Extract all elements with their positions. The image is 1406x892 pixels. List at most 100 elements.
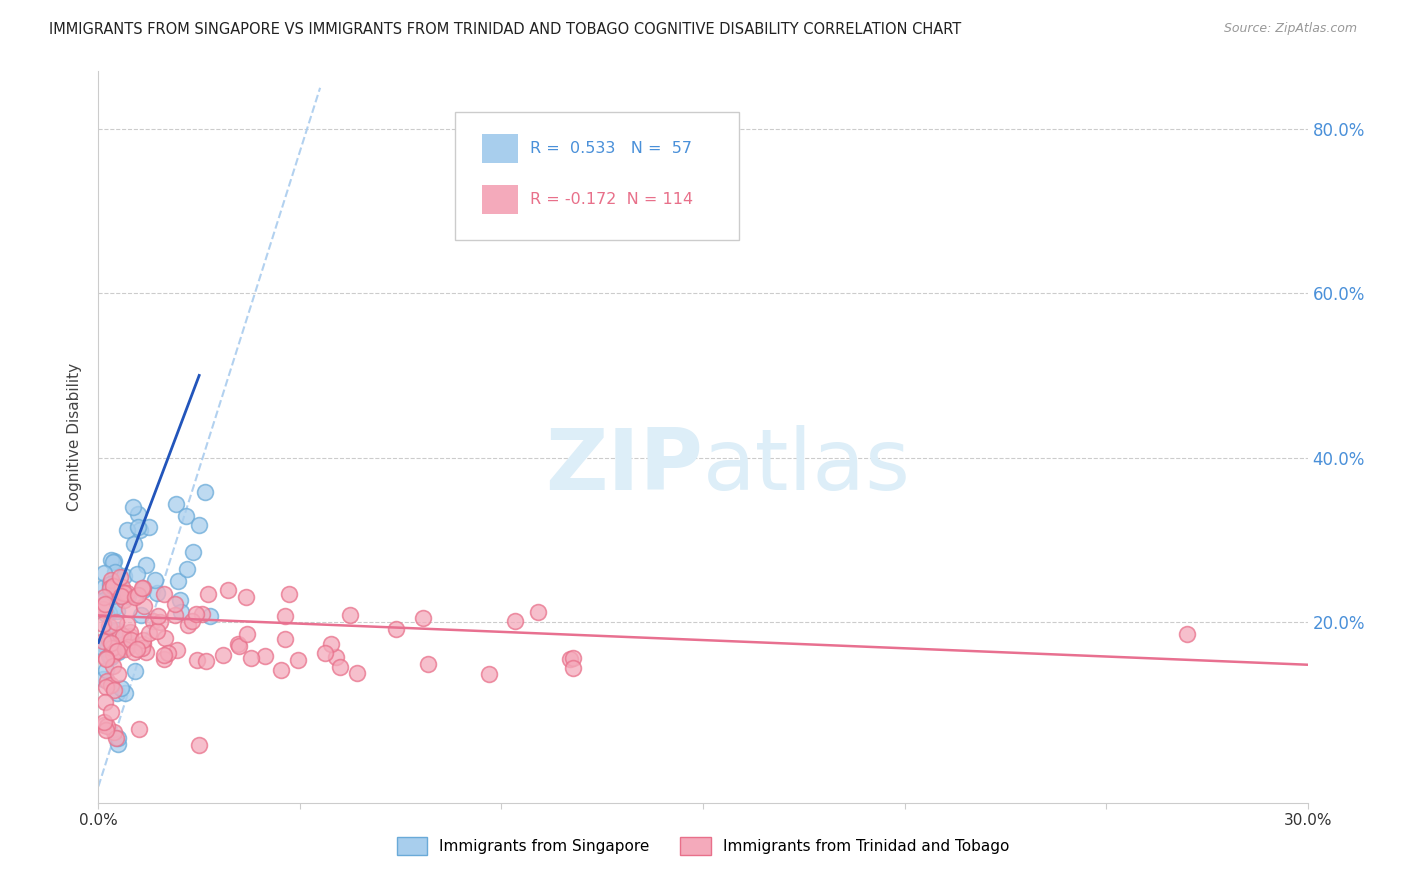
Point bbox=[107, 685, 129, 699]
Point bbox=[127, 642, 149, 657]
Point bbox=[107, 583, 129, 598]
Point bbox=[132, 583, 155, 598]
Point bbox=[93, 718, 115, 732]
Point bbox=[131, 581, 153, 595]
Point bbox=[93, 715, 115, 730]
Point bbox=[104, 566, 127, 580]
Point bbox=[148, 608, 170, 623]
Point bbox=[167, 574, 190, 588]
Point bbox=[112, 593, 135, 607]
Point bbox=[107, 731, 129, 746]
Point bbox=[91, 633, 114, 648]
Point bbox=[94, 695, 117, 709]
Point bbox=[91, 617, 114, 632]
Point bbox=[98, 577, 121, 591]
Point bbox=[181, 614, 204, 628]
Point bbox=[127, 567, 149, 582]
Point bbox=[118, 601, 141, 615]
Point bbox=[560, 652, 582, 666]
Point bbox=[217, 582, 239, 597]
Text: R = -0.172  N = 114: R = -0.172 N = 114 bbox=[530, 192, 693, 207]
Point bbox=[98, 648, 121, 663]
Point bbox=[128, 722, 150, 736]
Point bbox=[122, 537, 145, 551]
Point bbox=[236, 626, 259, 640]
Point bbox=[110, 681, 132, 695]
Point bbox=[110, 570, 132, 584]
Point bbox=[561, 650, 583, 665]
Point bbox=[115, 617, 138, 632]
Point bbox=[183, 544, 205, 558]
Point bbox=[105, 731, 128, 745]
Point bbox=[114, 642, 136, 657]
Point bbox=[97, 619, 120, 633]
Point bbox=[228, 637, 250, 651]
Point bbox=[100, 573, 122, 587]
Point bbox=[100, 553, 122, 567]
Point bbox=[270, 664, 292, 678]
Point bbox=[107, 738, 129, 752]
Point bbox=[120, 633, 142, 648]
Point bbox=[132, 632, 155, 647]
Point bbox=[107, 644, 129, 658]
Point bbox=[96, 673, 118, 688]
Point bbox=[100, 623, 122, 637]
Point bbox=[104, 615, 127, 630]
Point bbox=[94, 723, 117, 738]
Legend: Immigrants from Singapore, Immigrants from Trinidad and Tobago: Immigrants from Singapore, Immigrants fr… bbox=[391, 831, 1015, 861]
Point bbox=[105, 623, 128, 637]
Point bbox=[115, 523, 138, 537]
Point bbox=[93, 597, 115, 611]
Point bbox=[103, 682, 125, 697]
Point bbox=[115, 586, 138, 600]
Point bbox=[103, 555, 125, 569]
Point bbox=[149, 615, 172, 629]
Point bbox=[118, 624, 141, 639]
Point bbox=[153, 631, 176, 645]
Point bbox=[416, 657, 439, 672]
Point bbox=[100, 678, 122, 692]
Point bbox=[174, 508, 197, 523]
Point bbox=[124, 591, 146, 605]
Point bbox=[111, 629, 134, 643]
Point bbox=[112, 585, 135, 599]
Point bbox=[118, 637, 141, 651]
Point bbox=[319, 637, 342, 651]
Point bbox=[146, 624, 169, 638]
Text: ZIP: ZIP bbox=[546, 425, 703, 508]
Text: atlas: atlas bbox=[703, 425, 911, 508]
Point bbox=[1175, 627, 1198, 641]
Point bbox=[122, 645, 145, 659]
Point bbox=[329, 660, 352, 674]
Point bbox=[93, 590, 115, 604]
Point bbox=[274, 609, 297, 624]
Point bbox=[96, 631, 118, 645]
Point bbox=[104, 600, 127, 615]
Point bbox=[165, 598, 187, 612]
Point bbox=[97, 606, 120, 620]
Point bbox=[127, 588, 149, 602]
Point bbox=[153, 651, 176, 665]
Point bbox=[228, 640, 250, 654]
Point bbox=[339, 608, 361, 623]
Point bbox=[314, 646, 336, 660]
Point bbox=[165, 608, 187, 623]
Point bbox=[169, 593, 191, 607]
Point bbox=[195, 655, 218, 669]
Point bbox=[112, 586, 135, 600]
Point bbox=[110, 589, 132, 603]
Point bbox=[135, 558, 157, 573]
Point bbox=[93, 598, 115, 612]
Point bbox=[101, 647, 124, 661]
Text: R =  0.533   N =  57: R = 0.533 N = 57 bbox=[530, 141, 692, 156]
Point bbox=[94, 681, 117, 695]
Point bbox=[131, 641, 153, 656]
Point bbox=[129, 608, 152, 623]
FancyBboxPatch shape bbox=[456, 112, 740, 240]
Point bbox=[111, 580, 134, 594]
Point bbox=[561, 661, 583, 675]
Bar bbox=[482, 134, 517, 163]
Point bbox=[104, 645, 127, 659]
Point bbox=[187, 517, 209, 532]
Point bbox=[103, 725, 125, 739]
